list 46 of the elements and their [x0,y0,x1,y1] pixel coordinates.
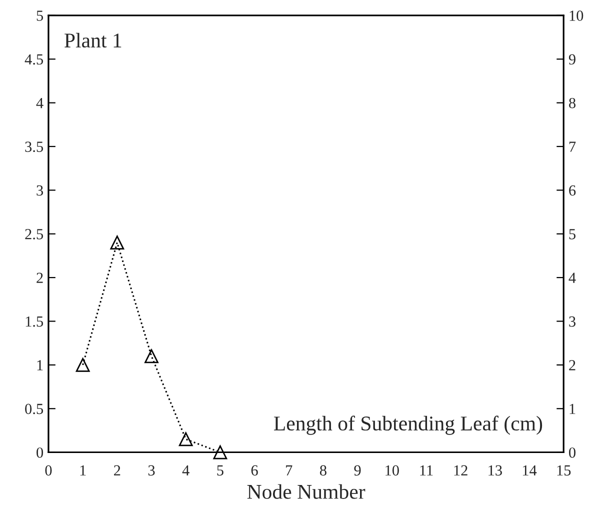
text: Plant 1 [64,32,122,48]
x-tick-label: 8 [320,465,326,476]
y2-tick-label: 1 [570,404,576,414]
x-tick-label: 3 [148,465,155,476]
y-tick-label: 5 [36,10,44,21]
annotation: Length of Subtending Leaf (cm) [274,416,542,435]
y2-tick-label: 5 [569,229,576,240]
y-tick-label: 4 [36,98,44,108]
y2-tick-label: 10 [570,10,584,21]
x-tick-label: 1 [80,465,86,476]
x-tick-label: 2 [114,465,120,476]
x-tick-label: 7 [286,465,292,476]
x-axis-title: Node Number [247,484,366,499]
point [76,358,90,372]
y-tick-label: 4.5 [24,54,44,65]
y2-tick-label: 8 [569,98,576,108]
y-tick-label: 3.5 [25,142,44,152]
y-tick-label: 0 [36,447,44,458]
y-tick-label: 1.5 [26,316,44,327]
y-tick-label: 0.5 [25,404,44,414]
x-tick-label: 14 [522,465,537,476]
x-tick-label: 5 [217,465,224,476]
x-tick-label: 12 [454,465,468,476]
x-tick-label: 9 [354,465,361,476]
x-tick-label: 0 [45,465,52,476]
y-tick-label: 2.5 [25,229,44,240]
point [110,236,124,250]
y2-tick-label: 3 [569,316,576,327]
x-tick-label: 15 [557,465,571,476]
point [178,432,193,446]
y-tick-label: 3 [36,185,44,196]
y2-tick-label: 0 [569,447,576,458]
point [144,349,158,364]
y-tick-label: 1 [37,360,43,370]
y-tick-label: 2 [36,272,43,283]
x-tick-label: 4 [182,465,190,476]
y2-tick-label: 7 [569,142,576,152]
y2-tick-label: 6 [569,185,576,196]
x-tick-label: 13 [488,465,502,476]
point [213,445,228,460]
y2-tick-label: 4 [568,272,576,283]
x-tick-label: 11 [420,465,433,476]
y2-tick-label: 2 [569,360,576,370]
x-tick-label: 10 [386,465,399,476]
y2-tick-label: 9 [568,54,576,65]
x-tick-label: 6 [251,465,258,476]
